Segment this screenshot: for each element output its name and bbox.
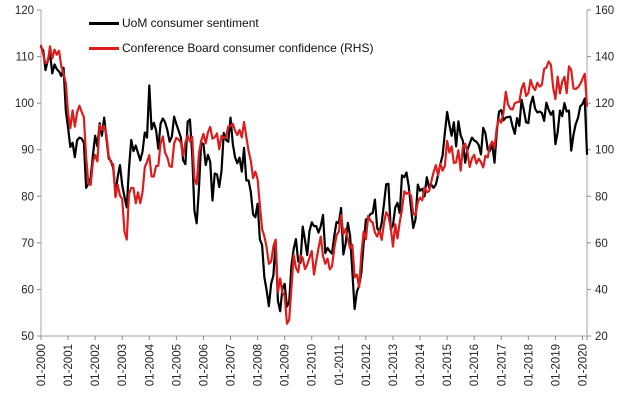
legend-item-conference-board: Conference Board consumer confidence (RH… bbox=[89, 40, 373, 56]
legend-line-sample-uom-icon bbox=[89, 21, 119, 25]
x-axis-tick-label: 01-2009 bbox=[280, 344, 292, 386]
x-axis-tick-label: 01-2001 bbox=[63, 344, 75, 386]
y-axis-left-tick-label: 70 bbox=[21, 238, 34, 250]
x-axis-tick-label: 01-2003 bbox=[117, 344, 129, 386]
x-axis-tick-label: 01-2004 bbox=[144, 343, 156, 386]
legend: UoM consumer sentiment Conference Board … bbox=[89, 15, 373, 56]
x-axis-tick-label: 01-2011 bbox=[334, 344, 346, 385]
y-axis-right-tick-label: 120 bbox=[595, 98, 614, 110]
x-axis-tick-label: 01-2000 bbox=[36, 344, 48, 386]
y-axis-right-tick-label: 100 bbox=[595, 145, 614, 157]
series-line-conference-board-confidence bbox=[39, 44, 589, 325]
y-axis-left-tick-label: 110 bbox=[16, 52, 34, 64]
y-axis-right-tick-label: 40 bbox=[595, 284, 608, 296]
x-axis-tick-label: 01-2018 bbox=[523, 344, 535, 386]
x-axis-tick-label: 01-2006 bbox=[198, 344, 210, 386]
x-axis-tick-label: 01-2005 bbox=[171, 344, 183, 386]
x-axis-tick-label: 01-2019 bbox=[550, 344, 562, 386]
x-axis-tick-label: 01-2020 bbox=[577, 344, 589, 386]
x-axis-tick-label: 01-2002 bbox=[90, 344, 102, 386]
legend-item-uom: UoM consumer sentiment bbox=[89, 15, 373, 31]
y-axis-right-tick-label: 60 bbox=[595, 238, 608, 250]
y-axis-left-tick-label: 120 bbox=[15, 5, 34, 17]
y-axis-right-tick-label: 80 bbox=[595, 191, 608, 203]
x-axis-tick-label: 01-2015 bbox=[442, 344, 454, 386]
x-axis-tick-label: 01-2017 bbox=[496, 344, 508, 386]
x-axis-tick-label: 01-2016 bbox=[469, 344, 481, 386]
y-axis-right-tick-label: 160 bbox=[595, 5, 614, 17]
y-axis-right-tick-label: 140 bbox=[595, 52, 614, 64]
y-axis-right-tick-label: 20 bbox=[595, 331, 608, 343]
x-axis-tick-label: 01-2013 bbox=[388, 344, 400, 386]
legend-label-conference-board: Conference Board consumer confidence (RH… bbox=[122, 41, 374, 55]
legend-line-sample-conference-board-icon bbox=[89, 46, 119, 50]
x-axis-tick-label: 01-2014 bbox=[415, 343, 427, 386]
x-axis-tick-label: 01-2012 bbox=[361, 344, 373, 386]
y-axis-left-tick-label: 50 bbox=[21, 331, 34, 343]
y-axis-left-tick-label: 90 bbox=[21, 145, 34, 157]
x-axis-tick-label: 01-2007 bbox=[226, 344, 238, 386]
y-axis-left-tick-label: 100 bbox=[15, 98, 34, 110]
x-axis-tick-label: 01-2008 bbox=[253, 344, 265, 386]
legend-label-uom: UoM consumer sentiment bbox=[122, 16, 259, 30]
y-axis-left-tick-label: 60 bbox=[21, 284, 34, 296]
y-axis-left-tick-label: 80 bbox=[21, 191, 34, 203]
x-axis-tick-label: 01-2010 bbox=[307, 344, 319, 386]
